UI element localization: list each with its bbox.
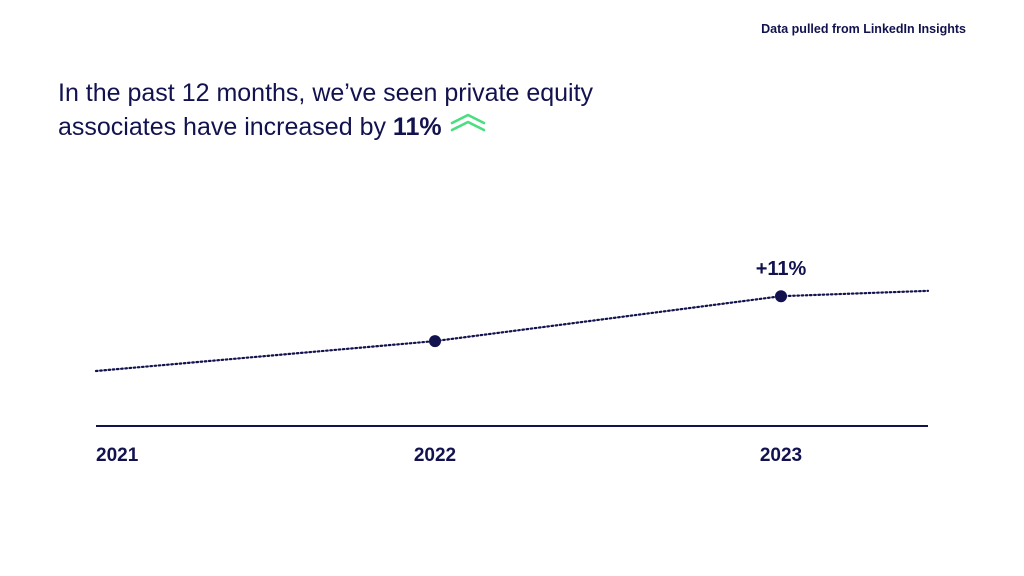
headline: In the past 12 months, we’ve seen privat… bbox=[58, 76, 658, 144]
data-point-2022 bbox=[429, 335, 441, 348]
data-point-2023 bbox=[775, 290, 787, 303]
chevron-lower bbox=[450, 121, 485, 132]
x-tick-label-2022: 2022 bbox=[414, 445, 456, 466]
source-note: Data pulled from LinkedIn Insights bbox=[761, 22, 966, 36]
series-line bbox=[94, 289, 930, 373]
x-tick-label-2021: 2021 bbox=[96, 445, 139, 466]
headline-highlight: 11% bbox=[392, 113, 442, 141]
x-tick-label-2023: 2023 bbox=[760, 445, 802, 466]
chevron-upper bbox=[450, 114, 485, 125]
data-label-2023: +11% bbox=[756, 258, 807, 280]
double-chevron-up-icon bbox=[450, 108, 486, 142]
headline-text: In the past 12 months, we’ve seen privat… bbox=[58, 79, 594, 141]
